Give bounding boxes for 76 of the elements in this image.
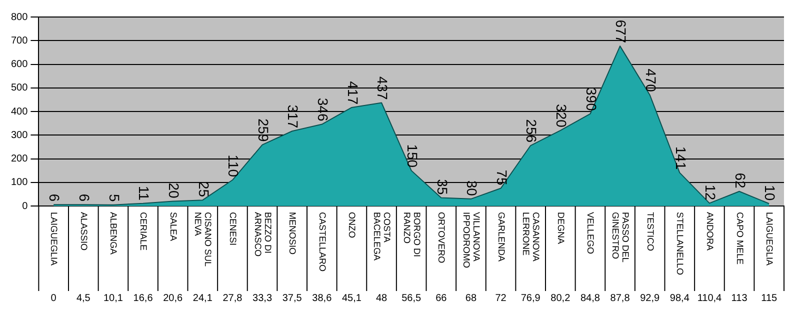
x-tick-label: ALASSIO <box>78 212 89 251</box>
text: 92,9 <box>640 292 660 304</box>
x-tick-label: VILLANOVA IPPODROMO <box>461 212 482 268</box>
x-tick-label: LAIGUEGLIA <box>764 212 775 266</box>
data-label: 11 <box>136 186 152 201</box>
data-label: 150 <box>404 144 420 168</box>
x-tick-label: MENOSIO <box>288 212 298 255</box>
text: 115 <box>761 292 778 304</box>
text: 56,5 <box>402 292 422 304</box>
text: 110,4 <box>697 292 722 304</box>
y-tick-label: 600 <box>10 59 28 70</box>
text: 0 <box>50 292 57 304</box>
data-label: 437 <box>374 76 391 100</box>
data-label: 320 <box>554 104 570 128</box>
x-tick-label: ONZO <box>347 212 358 238</box>
text: 84,8 <box>580 292 600 304</box>
x-tick-label: CASANOVA LERRONE <box>521 212 542 262</box>
text: 10,1 <box>103 292 124 304</box>
text: 72 <box>495 292 507 304</box>
text: 27,8 <box>222 292 243 304</box>
data-label: 6 <box>76 194 93 202</box>
text: 16,6 <box>133 292 154 304</box>
x-tick-label: DEGNA <box>556 212 566 244</box>
text: 68 <box>465 292 477 304</box>
y-tick-label: 0 <box>22 200 28 212</box>
text: 87,8 <box>610 292 630 304</box>
data-label: 259 <box>255 118 272 142</box>
x-tick-label: ALBENGA <box>108 212 119 255</box>
text: 113 <box>731 292 748 304</box>
text: 33,3 <box>252 292 272 304</box>
text: 48 <box>376 292 388 304</box>
text: 4,5 <box>76 292 91 304</box>
x-tick-label: STELLANELLO <box>675 212 686 276</box>
x-tick-label: COSTA BACELEGA <box>372 212 392 261</box>
data-label: 6 <box>46 194 63 202</box>
data-label: 10 <box>762 185 778 201</box>
x-tick-label: CASTELLARO <box>317 212 328 272</box>
data-label: 5 <box>106 194 122 202</box>
text: 80,2 <box>550 292 571 304</box>
data-label: 12 <box>702 184 719 200</box>
y-tick-label: 800 <box>10 12 28 23</box>
text: 98,4 <box>670 292 690 304</box>
y-tick-label: 300 <box>10 130 28 141</box>
x-tick-label: PASSO DEL GINESTRO <box>610 212 631 262</box>
text: 66 <box>436 292 448 304</box>
x-tick-label: BORGO DI RANZO <box>402 212 422 258</box>
x-tick-label: BEZZO DI ARNASCO <box>252 212 273 257</box>
x-tick-label: SALEA <box>168 212 178 242</box>
text: 37,5 <box>282 292 302 304</box>
x-tick-label: VELLEGO <box>586 212 596 254</box>
text: 38,6 <box>312 292 332 304</box>
y-tick-label: 200 <box>10 154 28 164</box>
x-tick-label: CAPO MELE <box>734 212 745 265</box>
y-tick-label: 500 <box>10 82 28 94</box>
x-tick-label: LAIGUEGLIA <box>49 212 60 266</box>
data-label: 20 <box>166 182 182 198</box>
text: 24,1 <box>192 292 213 304</box>
text: 76,9 <box>520 292 541 304</box>
text: 45,1 <box>342 292 362 304</box>
x-tick-label: ORTOVERO <box>436 212 447 264</box>
data-label: 417 <box>344 81 361 105</box>
x-tick-label: GARLENDA <box>496 212 506 262</box>
y-tick-label: 700 <box>10 35 28 46</box>
x-tick-label: CERIALE <box>138 212 149 251</box>
y-tick-label: 400 <box>10 106 28 118</box>
data-label: 256 <box>524 119 540 143</box>
data-label: 390 <box>583 88 600 112</box>
y-tick-label: 100 <box>10 177 28 188</box>
data-label: 25 <box>196 182 212 198</box>
text: 20,6 <box>163 292 184 304</box>
data-label: 677 <box>613 20 630 44</box>
x-tick-label: CENESI <box>228 212 238 246</box>
x-tick-label: ANDORA <box>704 212 715 251</box>
x-tick-label: TESTICO <box>645 212 656 252</box>
x-tick-label: CISANO SUL NEVA <box>193 212 214 267</box>
data-label: 470 <box>642 68 659 92</box>
